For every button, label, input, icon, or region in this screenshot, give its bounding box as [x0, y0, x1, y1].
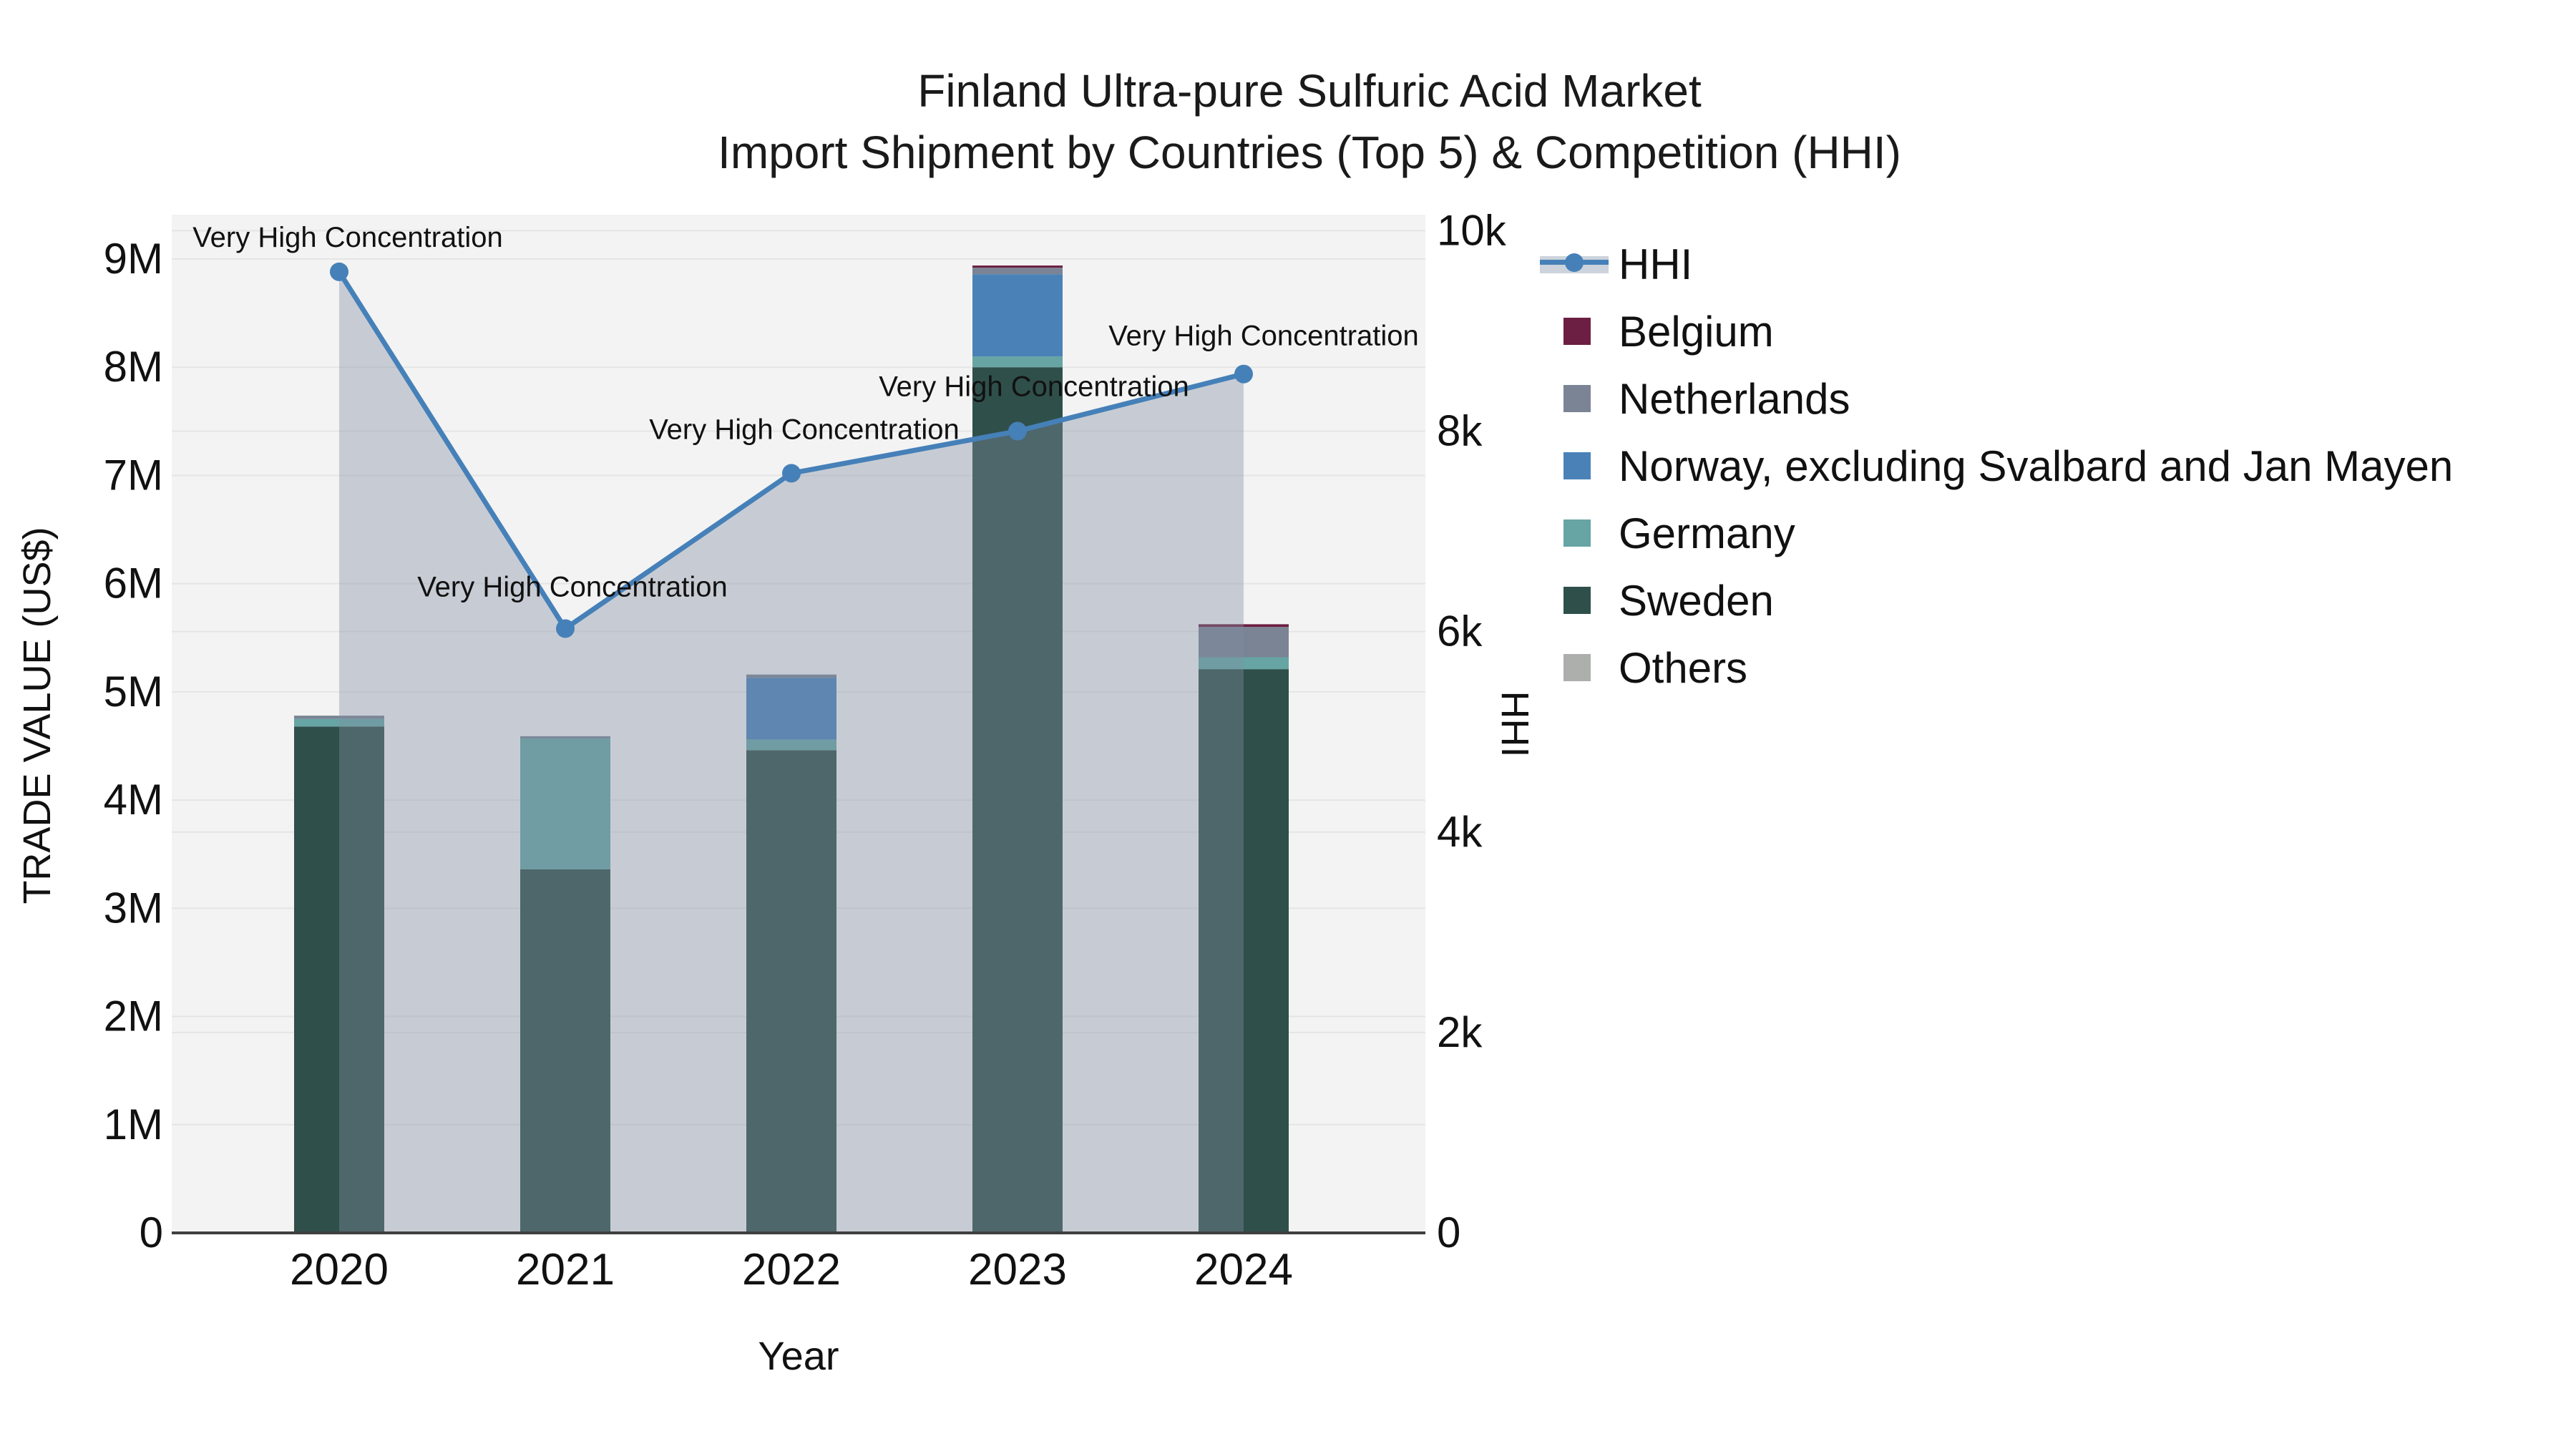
chart-title-line2: Import Shipment by Countries (Top 5) & C…: [718, 127, 1901, 178]
bar-segment-belgium-2023[interactable]: [972, 265, 1063, 268]
y-axis-title-left: TRADE VALUE (US$): [16, 527, 59, 904]
y-right-tick-label: 10k: [1437, 206, 1507, 254]
annotation-2020: Very High Concentration: [192, 222, 503, 253]
bar-segment-sweden-2024[interactable]: [1199, 669, 1289, 1233]
legend-item-norway[interactable]: Norway, excluding Svalbard and Jan Mayen: [1540, 432, 2453, 499]
x-tick-label-2022: 2022: [742, 1245, 841, 1294]
x-tick-label-2023: 2023: [968, 1245, 1067, 1294]
bar-segment-norway-2022[interactable]: [746, 678, 836, 740]
bar-segment-belgium-2024[interactable]: [1199, 624, 1289, 628]
x-tick-label-2020: 2020: [290, 1245, 389, 1294]
y-left-tick-label: 8M: [104, 343, 163, 391]
y-axis-title-right: HHI: [1493, 691, 1536, 758]
bar-segment-netherlands-2021[interactable]: [520, 736, 610, 738]
bar-segment-norway-2023[interactable]: [972, 274, 1063, 357]
color-swatch-icon: [1563, 519, 1591, 547]
legend-item-germany[interactable]: Germany: [1540, 499, 2453, 567]
bar-segment-germany-2023[interactable]: [972, 356, 1063, 368]
color-swatch-icon: [1563, 654, 1591, 681]
legend-item-sweden[interactable]: Sweden: [1540, 567, 2453, 634]
bar-segment-sweden-2022[interactable]: [746, 750, 836, 1233]
y-left-tick-label: 0: [140, 1209, 163, 1257]
x-tick-label-2021: 2021: [516, 1245, 615, 1294]
bar-segment-germany-2024[interactable]: [1199, 657, 1289, 670]
y-left-tick-label: 3M: [104, 884, 163, 932]
hhi-marker-2022[interactable]: [782, 464, 801, 483]
y-left-tick-label: 2M: [104, 992, 163, 1040]
x-tick-label-2024: 2024: [1194, 1245, 1293, 1294]
bar-segment-sweden-2020[interactable]: [294, 726, 384, 1233]
y-right-tick-label: 8k: [1437, 407, 1483, 455]
bar-segment-netherlands-2023[interactable]: [972, 268, 1063, 275]
color-swatch-icon: [1563, 318, 1591, 345]
annotation-2021: Very High Concentration: [417, 571, 728, 602]
annotation-2024: Very High Concentration: [1108, 321, 1419, 352]
color-swatch-icon: [1563, 587, 1591, 614]
y-right-tick-label: 4k: [1437, 808, 1483, 856]
legend-item-others[interactable]: Others: [1540, 634, 2453, 701]
hhi-marker-2021[interactable]: [556, 619, 575, 638]
bar-segment-sweden-2021[interactable]: [520, 869, 610, 1233]
legend-label: Netherlands: [1619, 374, 1850, 423]
y-left-tick-label: 1M: [104, 1101, 163, 1148]
y-right-tick-label: 0: [1437, 1209, 1460, 1257]
bar-segment-netherlands-2024[interactable]: [1199, 627, 1289, 658]
bar-segment-netherlands-2022[interactable]: [746, 674, 836, 678]
legend-item-belgium[interactable]: Belgium: [1540, 298, 2453, 365]
bar-segment-sweden-2023[interactable]: [972, 367, 1063, 1233]
y-right-tick-label: 2k: [1437, 1008, 1483, 1056]
hhi-line-swatch-icon: [1540, 250, 1609, 278]
legend-item-hhi[interactable]: HHI: [1540, 230, 2453, 298]
hhi-marker-2020[interactable]: [330, 262, 348, 281]
y-left-tick-label: 6M: [104, 560, 163, 608]
legend-label: Others: [1619, 643, 1748, 692]
legend: HHI Belgium Netherlands Norway, excludin…: [1540, 230, 2453, 701]
hhi-marker-2024[interactable]: [1234, 364, 1253, 384]
y-left-tick-label: 4M: [104, 776, 163, 824]
bar-segment-germany-2020[interactable]: [294, 718, 384, 727]
annotation-2023: Very High Concentration: [879, 371, 1189, 403]
color-swatch-icon: [1563, 385, 1591, 412]
bar-segment-germany-2022[interactable]: [746, 739, 836, 751]
legend-item-netherlands[interactable]: Netherlands: [1540, 365, 2453, 432]
y-left-tick-label: 5M: [104, 668, 163, 716]
y-left-tick-label: 7M: [104, 451, 163, 499]
legend-label: HHI: [1619, 240, 1693, 288]
hhi-marker-2023[interactable]: [1008, 421, 1027, 441]
x-axis-title: Year: [758, 1333, 839, 1378]
annotation-2022: Very High Concentration: [649, 414, 960, 445]
chart-title-line1: Finland Ultra-pure Sulfuric Acid Market: [917, 65, 1702, 117]
y-left-tick-label: 9M: [104, 235, 163, 283]
hhi-area-fill: [339, 271, 1244, 1234]
legend-label: Germany: [1619, 509, 1795, 557]
legend-label: Sweden: [1619, 576, 1774, 625]
bar-segment-germany-2021[interactable]: [520, 738, 610, 869]
bar-segment-netherlands-2020[interactable]: [294, 716, 384, 719]
legend-label: Norway, excluding Svalbard and Jan Mayen: [1619, 441, 2454, 490]
legend-label: Belgium: [1619, 307, 1774, 356]
color-swatch-icon: [1563, 452, 1591, 479]
y-right-tick-label: 6k: [1437, 608, 1483, 655]
